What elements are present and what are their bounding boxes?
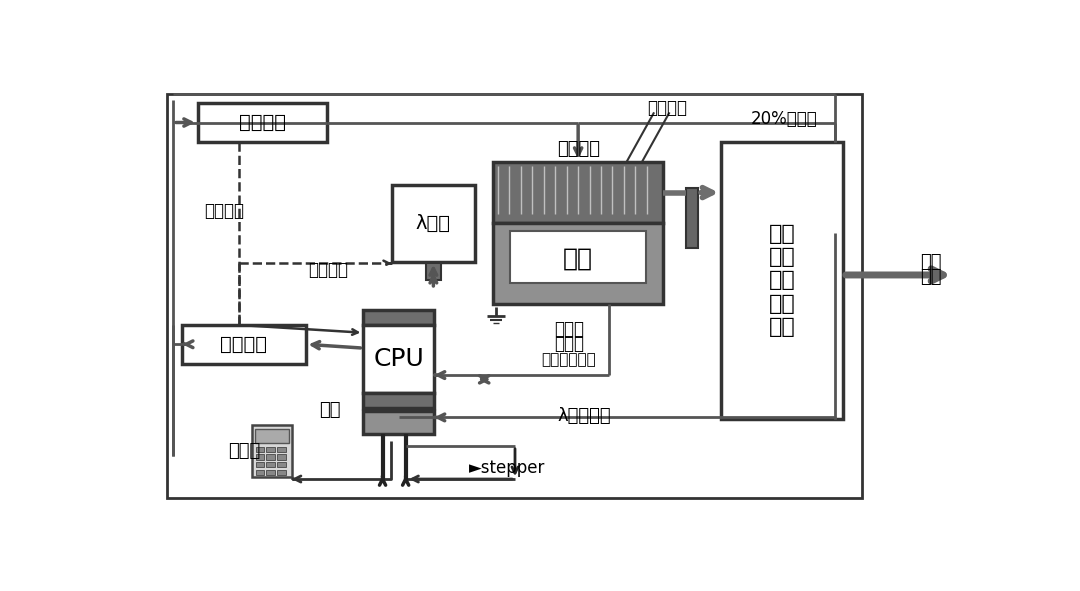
Bar xyxy=(278,454,285,460)
Bar xyxy=(721,142,843,419)
Text: 脉冲转换: 脉冲转换 xyxy=(239,113,286,132)
Bar xyxy=(267,447,274,452)
Text: 20%反光镜: 20%反光镜 xyxy=(751,110,818,128)
Bar xyxy=(686,188,699,248)
Text: 激光放: 激光放 xyxy=(554,320,584,338)
Bar xyxy=(392,185,475,262)
Text: 放电电极: 放电电极 xyxy=(648,99,688,117)
Bar xyxy=(494,223,663,304)
Bar xyxy=(494,162,663,223)
Text: 步进马达: 步进马达 xyxy=(309,261,349,278)
Bar xyxy=(278,462,285,467)
Bar xyxy=(363,325,434,393)
Text: 接口: 接口 xyxy=(320,401,341,418)
Text: 激光能量采样: 激光能量采样 xyxy=(541,352,596,367)
Text: 脉冲压缩: 脉冲压缩 xyxy=(556,141,599,158)
Bar xyxy=(363,393,434,408)
Bar xyxy=(198,103,327,142)
Bar xyxy=(252,425,292,478)
Text: λ调谐: λ调谐 xyxy=(416,214,450,233)
Text: 电箱体: 电箱体 xyxy=(554,335,584,353)
Bar xyxy=(363,411,434,434)
Text: CPU: CPU xyxy=(374,347,424,371)
Bar xyxy=(183,325,306,363)
Bar xyxy=(278,470,285,475)
Bar xyxy=(255,429,288,443)
Text: 操作台: 操作台 xyxy=(229,442,261,460)
Bar xyxy=(511,231,646,284)
Bar xyxy=(426,262,441,280)
Text: 风扇: 风扇 xyxy=(563,247,593,271)
Text: 触发脉冲: 触发脉冲 xyxy=(204,202,244,220)
Bar xyxy=(256,447,264,452)
Text: 激光: 激光 xyxy=(920,268,942,286)
Bar xyxy=(267,462,274,467)
Bar xyxy=(267,454,274,460)
Text: λ误差调整: λ误差调整 xyxy=(557,407,611,425)
Text: 激光
能量
波长
校准
模块: 激光 能量 波长 校准 模块 xyxy=(769,224,796,337)
Text: ►stepper: ►stepper xyxy=(469,459,545,478)
Bar xyxy=(267,470,274,475)
Text: 高压电源: 高压电源 xyxy=(220,335,268,354)
Bar xyxy=(363,310,434,325)
Bar xyxy=(256,454,264,460)
Bar xyxy=(256,462,264,467)
Text: 输出: 输出 xyxy=(920,253,942,271)
Bar xyxy=(256,470,264,475)
Bar xyxy=(167,94,862,498)
Bar xyxy=(278,447,285,452)
